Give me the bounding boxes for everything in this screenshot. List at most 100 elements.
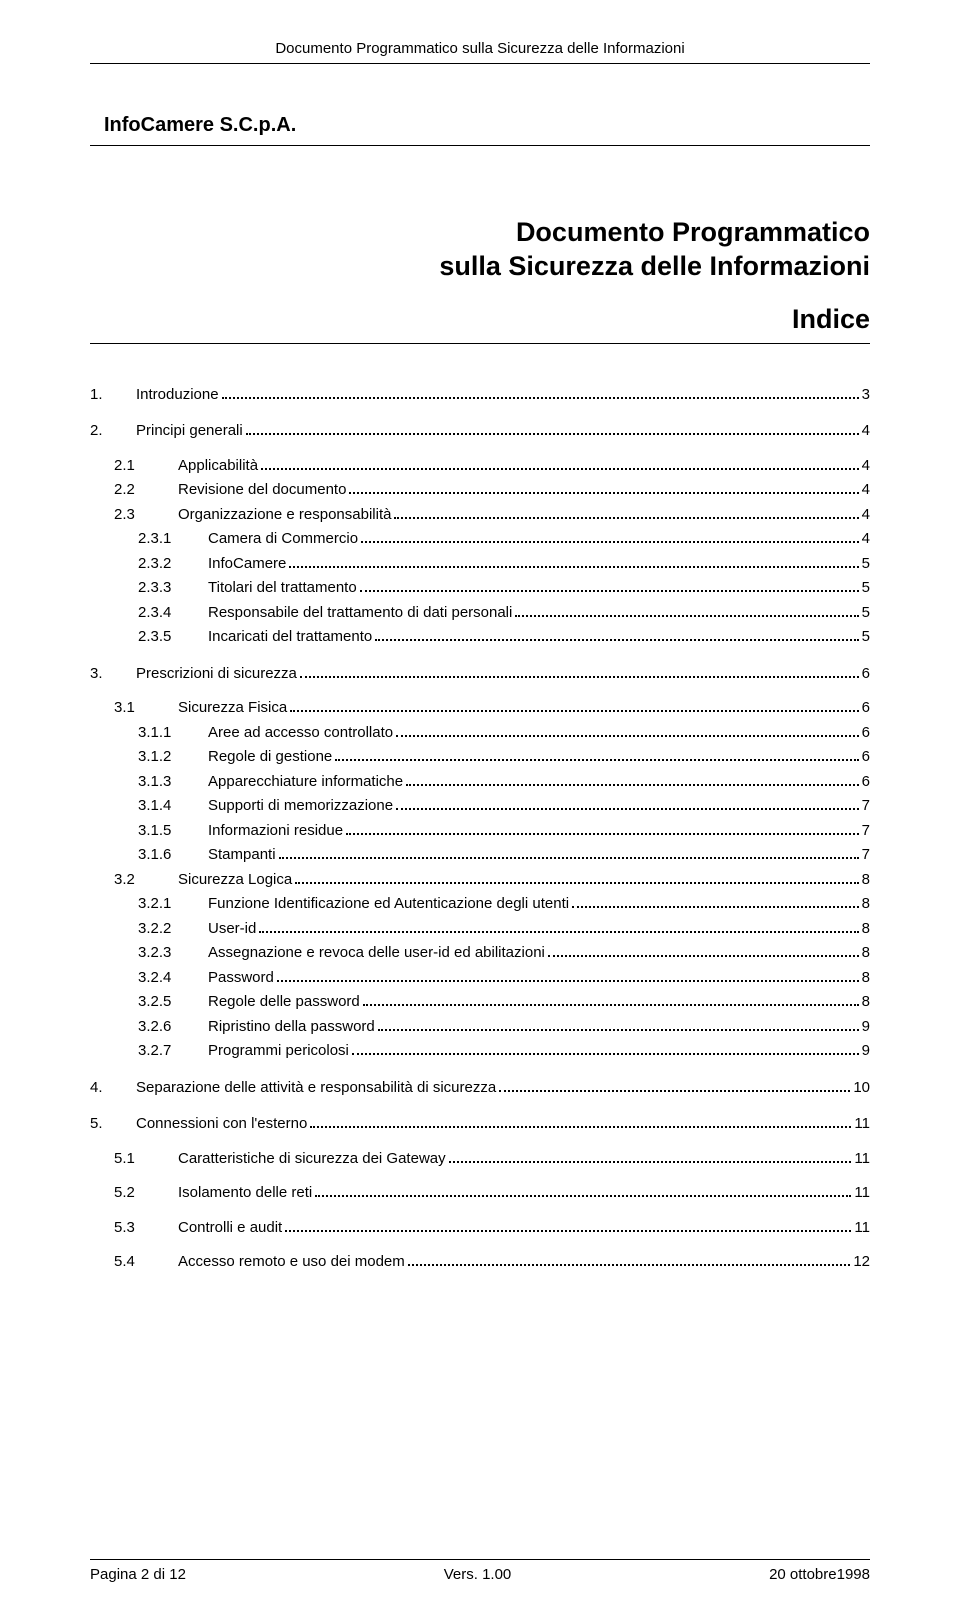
toc-number: 3.2.6 <box>138 1016 208 1039</box>
footer-right: 20 ottobre1998 <box>769 1566 870 1583</box>
toc-row: 5.2Isolamento delle reti11 <box>114 1182 870 1205</box>
toc-leader-dots <box>361 541 859 543</box>
toc-number: 3.1 <box>114 697 178 720</box>
toc-row: 3.2Sicurezza Logica8 <box>114 869 870 892</box>
toc-number: 3. <box>90 663 136 686</box>
footer-left: Pagina 2 di 12 <box>90 1566 186 1583</box>
toc-row: 2.3.1Camera di Commercio4 <box>138 528 870 551</box>
toc-row: 3.2.3Assegnazione e revoca delle user-id… <box>138 942 870 965</box>
toc-label: User-id <box>208 918 256 941</box>
toc-page-number: 8 <box>862 918 870 941</box>
toc-label: Principi generali <box>136 420 243 443</box>
toc-label: Titolari del trattamento <box>208 577 357 600</box>
toc-page-number: 6 <box>862 746 870 769</box>
toc-leader-dots <box>346 833 859 835</box>
header-rule <box>90 63 870 64</box>
page-header: Documento Programmatico sulla Sicurezza … <box>90 40 870 57</box>
toc-label: Assegnazione e revoca delle user-id ed a… <box>208 942 545 965</box>
toc-number: 4. <box>90 1077 136 1100</box>
toc-leader-dots <box>375 639 858 641</box>
toc-number: 3.1.3 <box>138 771 208 794</box>
toc-label: Programmi pericolosi <box>208 1040 349 1063</box>
toc-row: 3.2.5Regole delle password8 <box>138 991 870 1014</box>
toc-page-number: 6 <box>862 771 870 794</box>
toc-leader-dots <box>279 857 859 859</box>
toc-number: 5.1 <box>114 1148 178 1171</box>
toc-row: 2.3.5Incaricati del trattamento5 <box>138 626 870 649</box>
toc-page-number: 4 <box>862 528 870 551</box>
toc-number: 3.1.4 <box>138 795 208 818</box>
toc-number: 5.4 <box>114 1251 178 1274</box>
toc-page-number: 6 <box>862 722 870 745</box>
toc-label: Funzione Identificazione ed Autenticazio… <box>208 893 569 916</box>
toc-number: 3.2.3 <box>138 942 208 965</box>
toc-label: Sicurezza Fisica <box>178 697 287 720</box>
footer-rule <box>90 1559 870 1560</box>
toc-number: 3.1.5 <box>138 820 208 843</box>
toc-leader-dots <box>396 735 859 737</box>
toc-label: Controlli e audit <box>178 1217 282 1240</box>
toc-label: Password <box>208 967 274 990</box>
toc-row: 5.1Caratteristiche di sicurezza dei Gate… <box>114 1148 870 1171</box>
toc-number: 3.1.1 <box>138 722 208 745</box>
company-rule <box>90 145 870 146</box>
toc-page-number: 8 <box>862 893 870 916</box>
toc-page-number: 7 <box>862 844 870 867</box>
toc-row: 3.2.2User-id8 <box>138 918 870 941</box>
toc-leader-dots <box>300 676 859 678</box>
toc-label: Responsabile del trattamento di dati per… <box>208 602 512 625</box>
toc-row: 3.2.1Funzione Identificazione ed Autenti… <box>138 893 870 916</box>
toc-page-number: 8 <box>862 942 870 965</box>
toc-page-number: 4 <box>862 420 870 443</box>
toc-page-number: 8 <box>862 991 870 1014</box>
toc-leader-dots <box>290 710 858 712</box>
toc-row: 3.2.6Ripristino della password9 <box>138 1016 870 1039</box>
toc-leader-dots <box>499 1090 850 1092</box>
toc-leader-dots <box>277 980 859 982</box>
index-subtitle: Indice <box>90 304 870 335</box>
toc-row: 5.3Controlli e audit11 <box>114 1217 870 1240</box>
toc-row: 3.1.4Supporti di memorizzazione7 <box>138 795 870 818</box>
toc-leader-dots <box>335 759 858 761</box>
toc-page-number: 11 <box>854 1217 870 1240</box>
toc-row: 2.1Applicabilità4 <box>114 455 870 478</box>
toc-row: 3.1.6Stampanti7 <box>138 844 870 867</box>
toc-label: Regole delle password <box>208 991 360 1014</box>
toc-row: 5.4Accesso remoto e uso dei modem12 <box>114 1251 870 1274</box>
toc-label: Applicabilità <box>178 455 258 478</box>
toc-row: 2.3.4Responsabile del trattamento di dat… <box>138 602 870 625</box>
toc-page-number: 6 <box>862 697 870 720</box>
toc-page-number: 5 <box>862 602 870 625</box>
toc-number: 2.3.3 <box>138 577 208 600</box>
toc-leader-dots <box>449 1161 852 1163</box>
toc-number: 3.2 <box>114 869 178 892</box>
document-title: Documento Programmatico sulla Sicurezza … <box>90 216 870 284</box>
toc-leader-dots <box>295 882 858 884</box>
toc-leader-dots <box>310 1126 851 1128</box>
doc-title-line1: Documento Programmatico <box>516 217 870 247</box>
toc-number: 2.3.5 <box>138 626 208 649</box>
footer-center: Vers. 1.00 <box>444 1566 512 1583</box>
toc-label: Ripristino della password <box>208 1016 375 1039</box>
toc-label: Prescrizioni di sicurezza <box>136 663 297 686</box>
toc-row: 4.Separazione delle attività e responsab… <box>90 1077 870 1100</box>
toc-page-number: 5 <box>862 553 870 576</box>
header-text: Documento Programmatico sulla Sicurezza … <box>275 40 684 57</box>
toc-row: 3.1.1Aree ad accesso controllato6 <box>138 722 870 745</box>
toc-label: Stampanti <box>208 844 276 867</box>
toc-page-number: 4 <box>862 504 870 527</box>
toc-row: 3.1.5Informazioni residue7 <box>138 820 870 843</box>
table-of-contents: 1.Introduzione32.Principi generali42.1Ap… <box>90 384 870 1274</box>
toc-number: 2.3.1 <box>138 528 208 551</box>
toc-label: Organizzazione e responsabilità <box>178 504 391 527</box>
toc-label: Supporti di memorizzazione <box>208 795 393 818</box>
toc-label: Regole di gestione <box>208 746 332 769</box>
toc-row: 3.1.2Regole di gestione6 <box>138 746 870 769</box>
toc-leader-dots <box>360 590 859 592</box>
toc-page-number: 11 <box>854 1182 870 1205</box>
toc-page-number: 8 <box>862 967 870 990</box>
toc-leader-dots <box>349 492 858 494</box>
toc-number: 1. <box>90 384 136 407</box>
toc-page-number: 11 <box>854 1113 870 1136</box>
footer-row: Pagina 2 di 12 Vers. 1.00 20 ottobre1998 <box>90 1566 870 1583</box>
